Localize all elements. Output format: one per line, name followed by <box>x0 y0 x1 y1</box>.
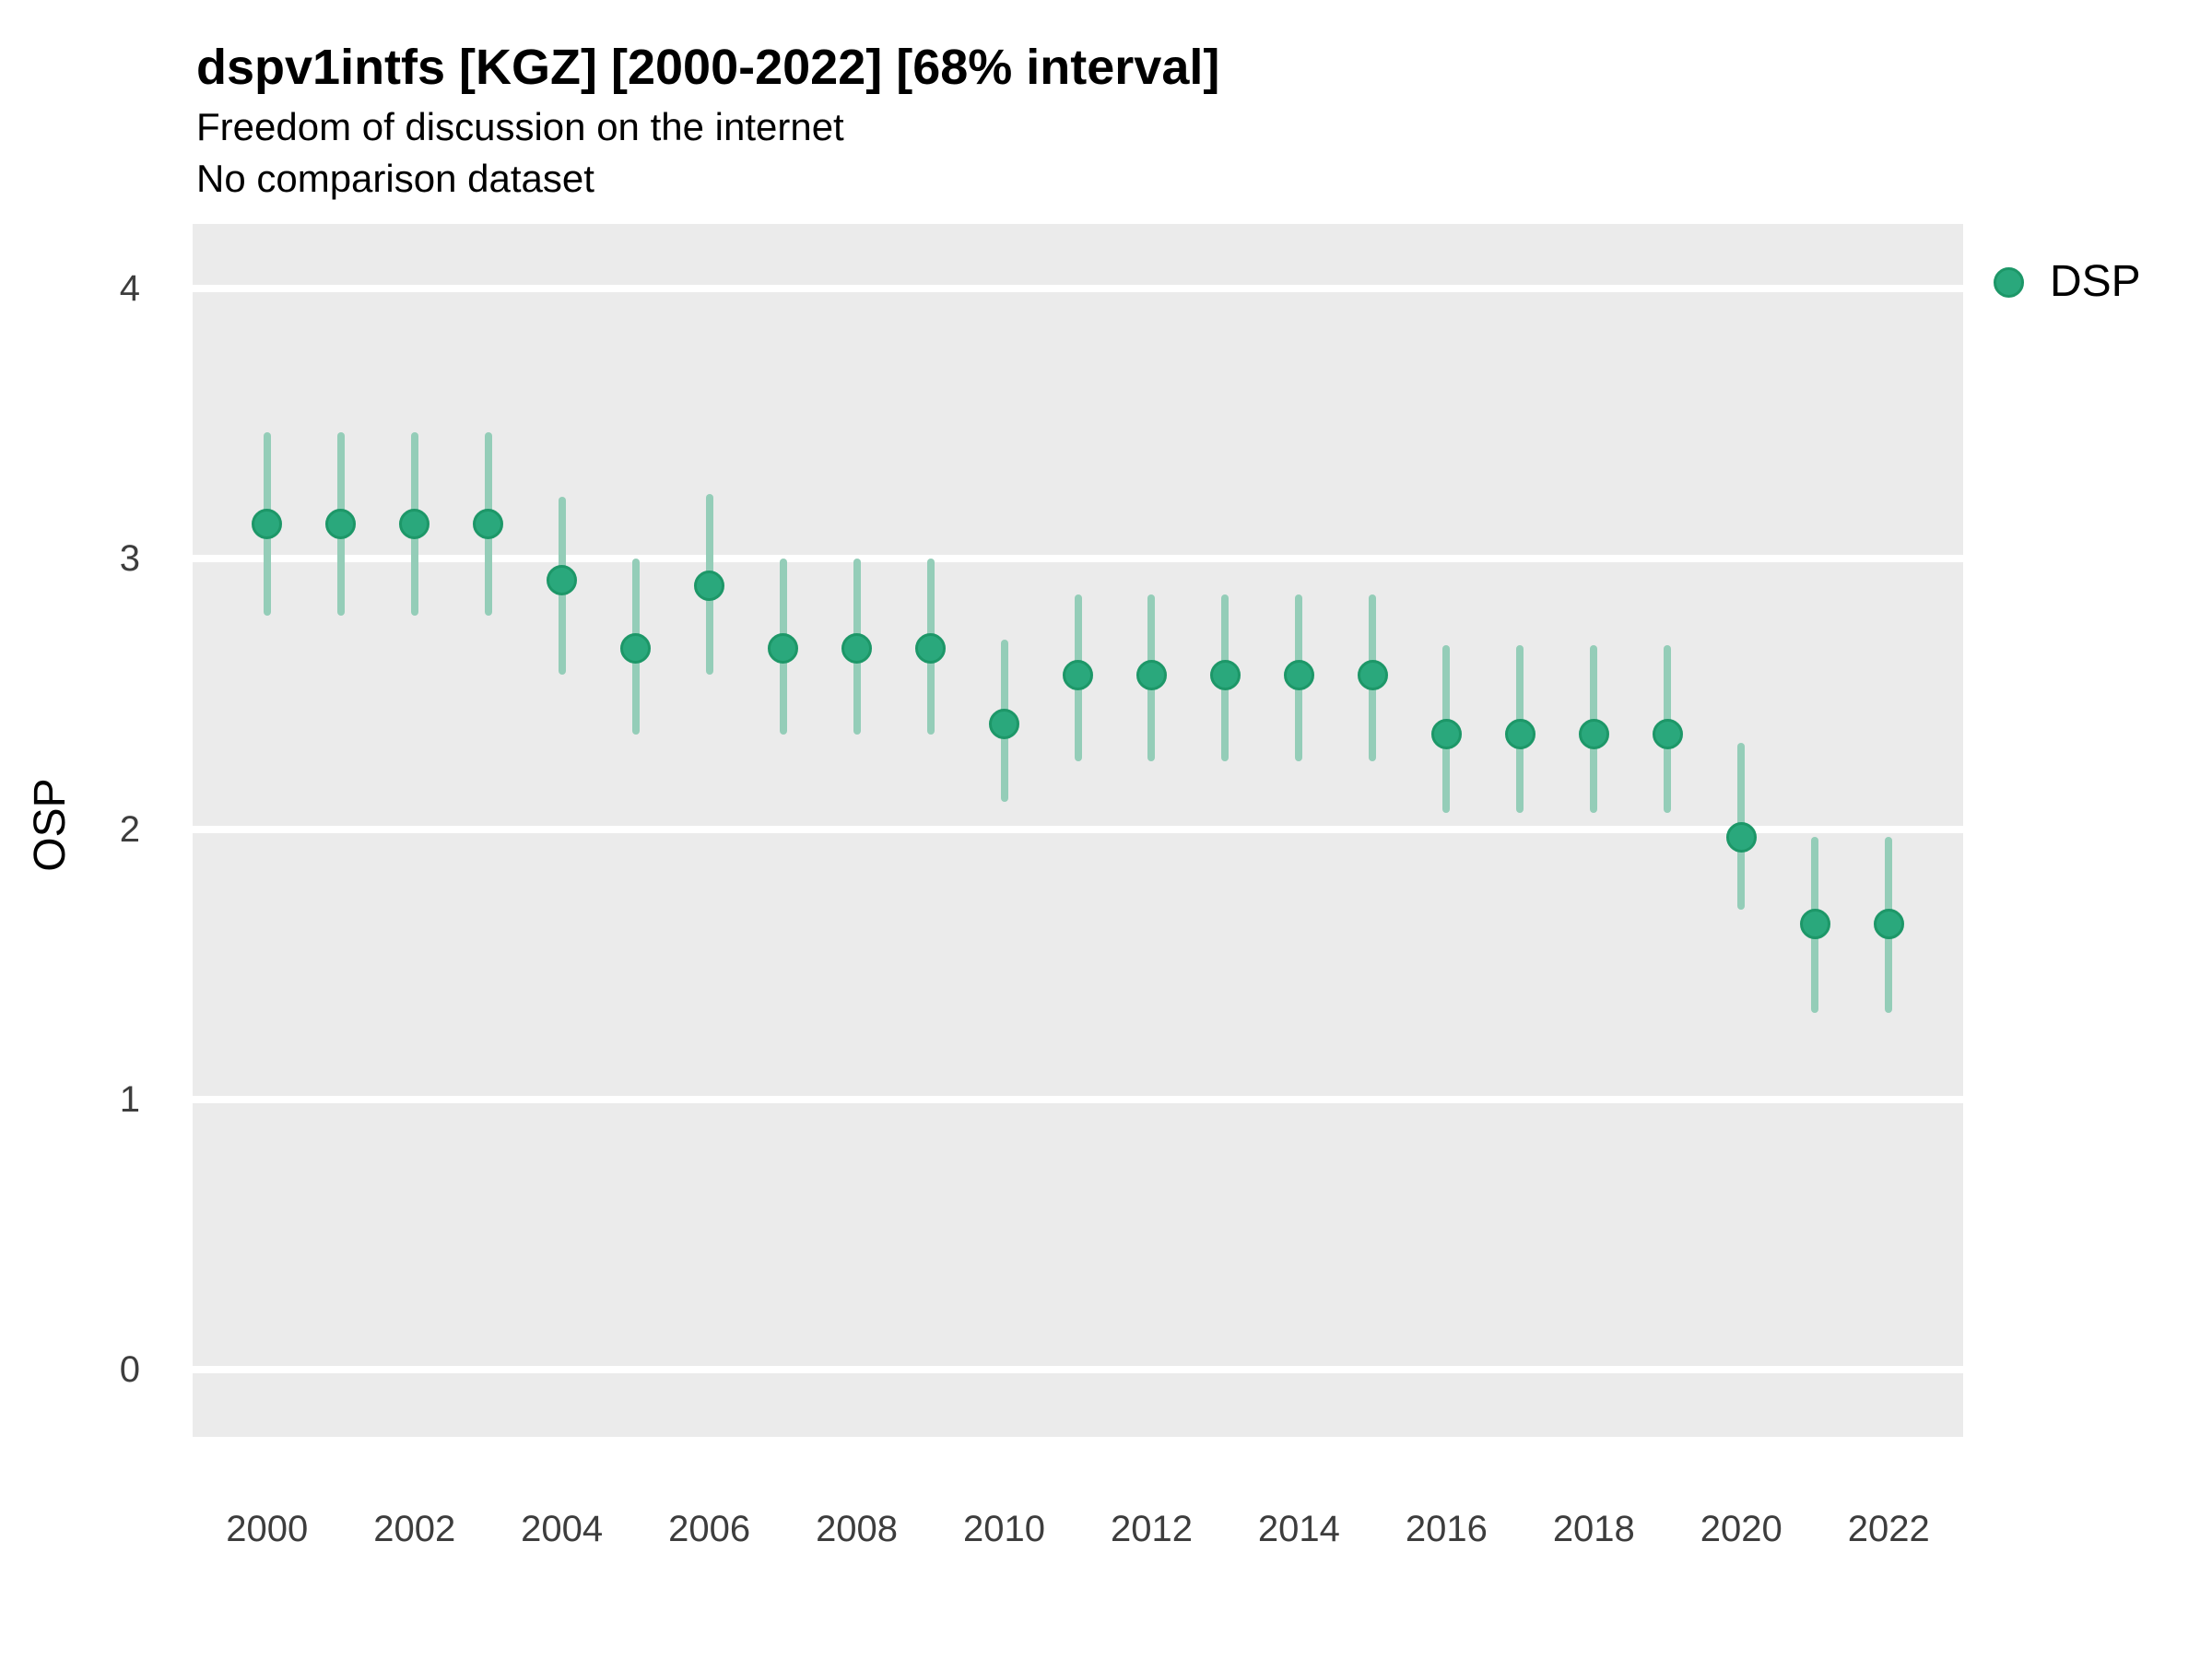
data-point-2018 <box>1578 719 1609 750</box>
data-point-2015 <box>1357 659 1388 690</box>
x-tick-label-2002: 2002 <box>373 1509 456 1549</box>
x-tick-label-2020: 2020 <box>1700 1509 1783 1549</box>
gridline-y-0 <box>193 1365 1963 1373</box>
legend: DSP <box>1994 260 2141 304</box>
x-tick-label-2018: 2018 <box>1552 1509 1635 1549</box>
data-point-2010 <box>989 708 1020 739</box>
data-point-2008 <box>841 632 873 664</box>
data-point-2020 <box>1725 821 1757 853</box>
y-tick-label-4: 4 <box>119 268 140 310</box>
x-tick-label-2010: 2010 <box>963 1509 1045 1549</box>
data-point-2000 <box>252 508 283 539</box>
data-point-2021 <box>1799 908 1830 939</box>
chart-title: dspv1intfs [KGZ] [2000-2022] [68% interv… <box>196 40 1220 95</box>
y-tick-label-0: 0 <box>119 1348 140 1390</box>
data-point-2017 <box>1504 719 1535 750</box>
gridline-y-4 <box>193 285 1963 293</box>
data-point-2007 <box>768 632 799 664</box>
x-tick-label-2022: 2022 <box>1847 1509 1930 1549</box>
data-point-2004 <box>547 565 578 596</box>
gridline-y-1 <box>193 1095 1963 1103</box>
x-tick-label-2008: 2008 <box>816 1509 899 1549</box>
data-point-2005 <box>620 632 652 664</box>
chart-subtitle-line2: No comparison dataset <box>196 157 594 200</box>
chart-subtitle: Freedom of discussion on the internet No… <box>196 101 844 205</box>
data-point-2003 <box>473 508 504 539</box>
data-point-2009 <box>915 632 947 664</box>
data-point-2011 <box>1063 659 1093 690</box>
x-tick-label-2000: 2000 <box>226 1509 309 1549</box>
y-tick-label-3: 3 <box>119 538 140 580</box>
x-tick-label-2016: 2016 <box>1405 1509 1488 1549</box>
x-tick-label-2004: 2004 <box>521 1509 604 1549</box>
legend-label: DSP <box>2050 257 2141 306</box>
x-tick-label-2012: 2012 <box>1110 1509 1193 1549</box>
gridline-y-2 <box>193 825 1963 833</box>
data-point-2012 <box>1135 659 1167 690</box>
data-point-2002 <box>399 508 430 539</box>
data-point-2013 <box>1209 659 1241 690</box>
x-tick-label-2014: 2014 <box>1257 1509 1340 1549</box>
data-point-2016 <box>1430 719 1462 750</box>
y-tick-label-1: 1 <box>119 1078 140 1120</box>
plot-panel <box>193 224 1963 1437</box>
data-point-2014 <box>1283 659 1314 690</box>
gridline-y-3 <box>193 555 1963 563</box>
x-tick-label-2006: 2006 <box>668 1509 751 1549</box>
data-point-2006 <box>694 571 725 602</box>
data-point-2019 <box>1652 719 1683 750</box>
data-point-2022 <box>1873 908 1904 939</box>
y-tick-label-2: 2 <box>119 808 140 850</box>
chart-subtitle-line1: Freedom of discussion on the internet <box>196 105 844 148</box>
data-point-2001 <box>325 508 357 539</box>
legend-dot-icon <box>1994 266 2024 298</box>
